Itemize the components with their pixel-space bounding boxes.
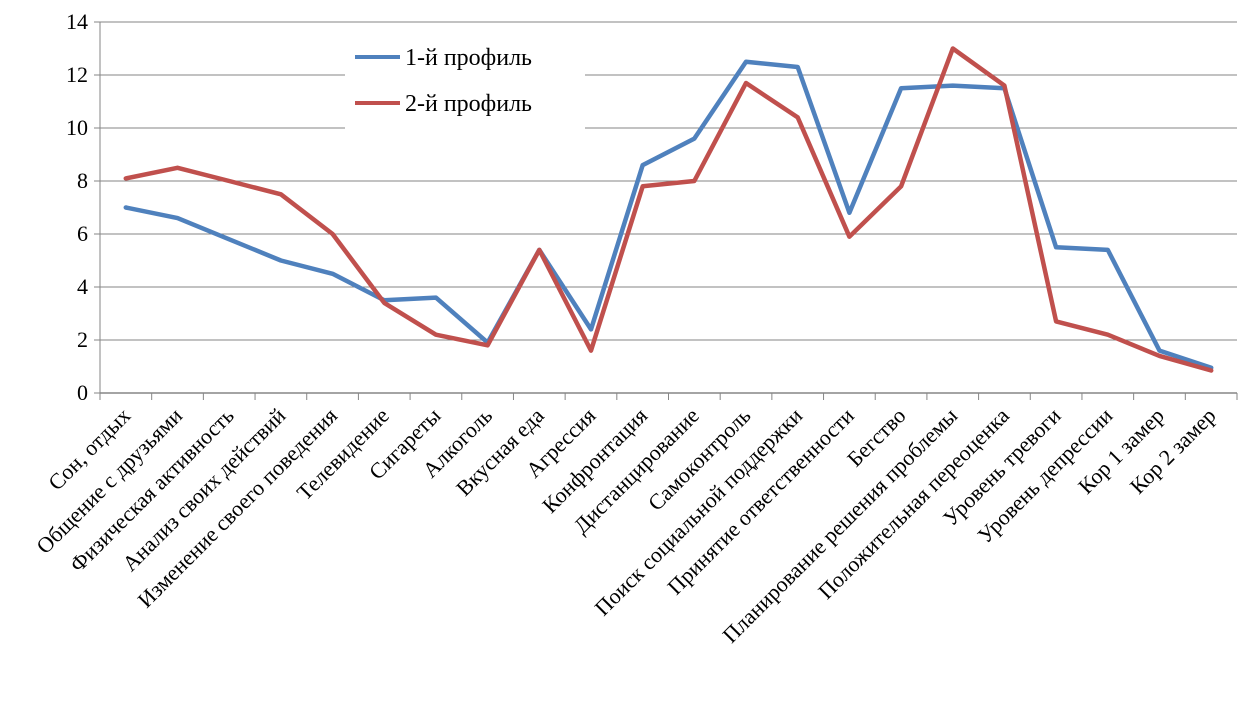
series-line-2 bbox=[123, 46, 1214, 373]
legend: 1-й профиль 2-й профиль bbox=[345, 28, 585, 140]
y-tick-label: 4 bbox=[77, 274, 88, 299]
gridlines bbox=[100, 21, 1237, 341]
y-tick-label: 2 bbox=[77, 327, 88, 352]
legend-label-1: 1-й профиль bbox=[405, 45, 532, 71]
y-tick-label: 14 bbox=[66, 9, 88, 34]
series-line-1 bbox=[123, 59, 1214, 371]
y-tick-label: 8 bbox=[77, 168, 88, 193]
series-lines bbox=[123, 46, 1214, 373]
y-axis: 0 2 4 6 8 10 12 14 bbox=[66, 9, 101, 405]
y-tick-label: 12 bbox=[66, 62, 88, 87]
y-tick-label: 0 bbox=[77, 380, 88, 405]
legend-background bbox=[345, 28, 585, 140]
y-tick-label: 6 bbox=[77, 221, 88, 246]
y-tick-label: 10 bbox=[66, 115, 88, 140]
legend-label-2: 2-й профиль bbox=[405, 91, 532, 117]
